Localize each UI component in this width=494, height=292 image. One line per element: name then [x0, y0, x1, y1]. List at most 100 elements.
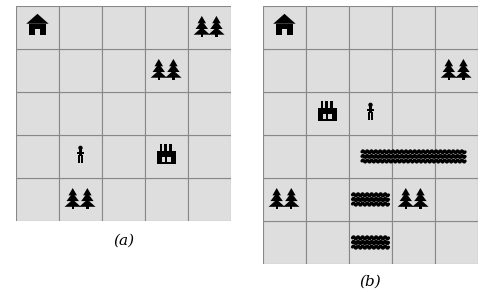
Bar	[325, 101, 328, 109]
Bar	[59, 6, 102, 49]
Polygon shape	[271, 193, 283, 201]
Bar	[306, 178, 349, 221]
Polygon shape	[400, 193, 412, 201]
Bar	[263, 221, 306, 264]
Bar	[392, 178, 435, 221]
Bar	[462, 77, 464, 80]
Polygon shape	[412, 199, 429, 207]
Bar	[371, 112, 372, 120]
Polygon shape	[165, 70, 182, 78]
Bar	[263, 135, 306, 178]
Polygon shape	[441, 70, 457, 78]
Bar	[435, 6, 478, 49]
Bar	[282, 29, 287, 34]
Polygon shape	[69, 188, 77, 195]
Bar	[16, 178, 59, 221]
Polygon shape	[169, 59, 178, 66]
Bar	[276, 206, 278, 209]
Bar	[435, 49, 478, 92]
Bar	[372, 109, 374, 111]
Bar	[72, 206, 74, 209]
Text: (b): (b)	[360, 274, 381, 288]
Bar	[435, 221, 478, 264]
Bar	[78, 155, 80, 163]
Bar	[306, 6, 349, 49]
Bar	[263, 178, 306, 221]
Bar	[367, 109, 369, 111]
Bar	[16, 49, 59, 92]
Polygon shape	[167, 64, 180, 72]
Bar	[77, 152, 79, 154]
Circle shape	[78, 146, 82, 150]
Bar	[392, 135, 435, 178]
Bar	[419, 206, 421, 209]
Polygon shape	[198, 16, 206, 23]
Bar	[306, 92, 349, 135]
Bar	[349, 178, 392, 221]
Bar	[276, 24, 292, 34]
Bar	[392, 6, 435, 49]
Bar	[188, 6, 231, 49]
Bar	[448, 77, 450, 80]
Bar	[145, 135, 188, 178]
Polygon shape	[443, 64, 455, 72]
Bar	[369, 112, 370, 120]
Polygon shape	[457, 64, 470, 72]
Polygon shape	[273, 188, 281, 195]
Circle shape	[369, 103, 372, 107]
Polygon shape	[212, 16, 221, 23]
Bar	[145, 49, 188, 92]
Bar	[330, 101, 332, 109]
Bar	[82, 152, 84, 154]
Bar	[102, 49, 145, 92]
Bar	[215, 34, 217, 37]
Polygon shape	[79, 199, 95, 207]
Polygon shape	[67, 193, 79, 201]
Polygon shape	[194, 27, 210, 35]
Bar	[162, 157, 165, 161]
Bar	[392, 221, 435, 264]
Bar	[59, 178, 102, 221]
Bar	[306, 135, 349, 178]
Bar	[167, 157, 171, 161]
Polygon shape	[83, 188, 91, 195]
Bar	[59, 49, 102, 92]
Polygon shape	[196, 20, 208, 29]
Bar	[157, 151, 176, 164]
Bar	[81, 155, 82, 163]
Bar	[145, 6, 188, 49]
Polygon shape	[414, 193, 427, 201]
Polygon shape	[445, 59, 453, 66]
Bar	[321, 101, 324, 109]
Polygon shape	[459, 59, 468, 66]
Bar	[79, 149, 82, 156]
Bar	[102, 135, 145, 178]
Bar	[435, 135, 478, 178]
Polygon shape	[269, 199, 285, 207]
Bar	[369, 106, 372, 113]
Bar	[263, 49, 306, 92]
Bar	[160, 144, 163, 152]
Polygon shape	[398, 199, 414, 207]
Bar	[392, 49, 435, 92]
Bar	[29, 24, 45, 34]
Bar	[188, 49, 231, 92]
Bar	[290, 206, 292, 209]
Polygon shape	[273, 14, 295, 24]
Bar	[188, 92, 231, 135]
Polygon shape	[65, 199, 81, 207]
Polygon shape	[210, 20, 223, 29]
Bar	[16, 135, 59, 178]
Bar	[349, 49, 392, 92]
Bar	[59, 135, 102, 178]
Polygon shape	[402, 188, 410, 195]
Bar	[405, 206, 407, 209]
Bar	[158, 77, 160, 80]
Bar	[102, 92, 145, 135]
Polygon shape	[26, 14, 48, 24]
Bar	[349, 6, 392, 49]
Polygon shape	[287, 188, 295, 195]
Bar	[16, 6, 59, 49]
Bar	[169, 144, 172, 152]
Bar	[102, 178, 145, 221]
